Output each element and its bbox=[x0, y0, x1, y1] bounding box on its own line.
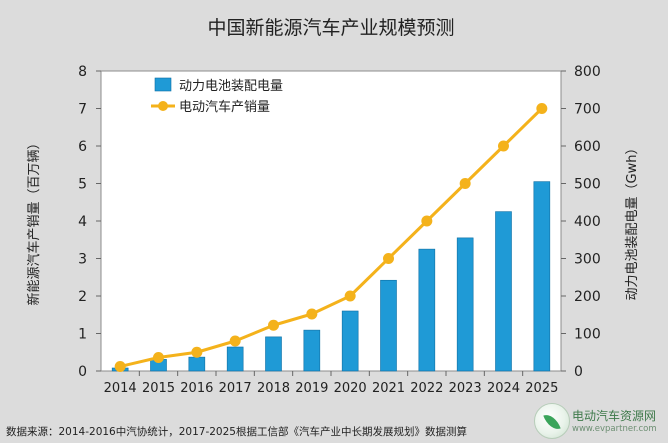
bar bbox=[456, 237, 474, 372]
bar bbox=[341, 310, 359, 372]
leaf-logo-icon bbox=[534, 403, 570, 439]
x-tick-label: 2017 bbox=[219, 381, 252, 396]
right-tick-label: 300 bbox=[574, 252, 601, 268]
line-point bbox=[153, 352, 164, 363]
right-axis-title: 动力电池装配电量（Gwh） bbox=[625, 142, 640, 301]
x-tick-label: 2016 bbox=[180, 381, 213, 396]
line-point bbox=[191, 346, 203, 358]
right-tick-label: 600 bbox=[574, 139, 601, 155]
x-tick-label: 2015 bbox=[142, 381, 175, 396]
line-point bbox=[421, 215, 433, 227]
chart-title: 中国新能源汽车产业规模预测 bbox=[207, 17, 454, 39]
left-tick-label: 1 bbox=[78, 327, 87, 343]
x-tick-label: 2022 bbox=[410, 381, 443, 396]
bar bbox=[495, 211, 512, 372]
x-tick-label: 2020 bbox=[334, 381, 367, 396]
line-point bbox=[498, 140, 509, 152]
left-axis-title: 新能源汽车产销量（百万辆） bbox=[26, 136, 42, 305]
bar bbox=[188, 356, 206, 372]
plot-area bbox=[100, 70, 562, 372]
left-tick-label: 6 bbox=[78, 139, 87, 155]
x-tick-label: 2023 bbox=[449, 381, 482, 396]
bar bbox=[303, 329, 321, 372]
right-tick-label: 700 bbox=[574, 102, 601, 118]
left-tick-label: 3 bbox=[78, 252, 87, 268]
line-series bbox=[119, 107, 543, 368]
legend-line-label: 电动汽车产销量 bbox=[179, 99, 270, 115]
right-tick-label: 400 bbox=[574, 214, 601, 230]
left-tick-label: 7 bbox=[78, 102, 87, 118]
left-tick-label: 8 bbox=[78, 64, 87, 80]
line-point bbox=[536, 103, 548, 114]
line-point bbox=[114, 361, 126, 372]
line-point bbox=[229, 335, 241, 347]
watermark[interactable]: 电动汽车资源网 www.evpartner.com bbox=[534, 400, 668, 443]
right-tick-label: 200 bbox=[574, 289, 601, 305]
bar bbox=[418, 248, 436, 372]
x-tick-label: 2025 bbox=[525, 381, 558, 396]
legend-bar-swatch bbox=[154, 77, 172, 92]
line-point bbox=[268, 319, 279, 331]
line-point bbox=[459, 178, 471, 189]
x-tick-label: 2024 bbox=[487, 381, 520, 396]
x-tick-label: 2014 bbox=[104, 381, 137, 396]
line-point bbox=[306, 308, 318, 320]
bar bbox=[226, 346, 244, 372]
left-tick-label: 0 bbox=[78, 364, 87, 380]
legend-bar-label: 动力电池装配电量 bbox=[179, 79, 283, 94]
watermark-title: 电动汽车资源网 bbox=[572, 409, 657, 423]
bar bbox=[265, 336, 282, 372]
watermark-url: www.evpartner.com bbox=[572, 424, 657, 434]
right-tick-label: 0 bbox=[574, 364, 583, 380]
bar bbox=[380, 279, 397, 372]
right-tick-label: 100 bbox=[574, 327, 601, 343]
left-tick-label: 5 bbox=[78, 177, 87, 193]
bar bbox=[533, 181, 551, 372]
x-tick-label: 2018 bbox=[257, 381, 290, 396]
left-tick-label: 2 bbox=[78, 289, 87, 305]
right-tick-label: 500 bbox=[574, 177, 601, 193]
left-tick-label: 4 bbox=[78, 214, 87, 230]
right-tick-label: 800 bbox=[574, 64, 601, 80]
x-tick-label: 2021 bbox=[372, 381, 405, 396]
line-point bbox=[383, 253, 394, 264]
legend-line-marker bbox=[158, 101, 168, 111]
x-tick-label: 2019 bbox=[295, 381, 328, 396]
line-point bbox=[344, 290, 356, 302]
data-source-note: 数据来源：2014-2016中汽协统计，2017-2025根据工信部《汽车产业中… bbox=[6, 426, 467, 438]
